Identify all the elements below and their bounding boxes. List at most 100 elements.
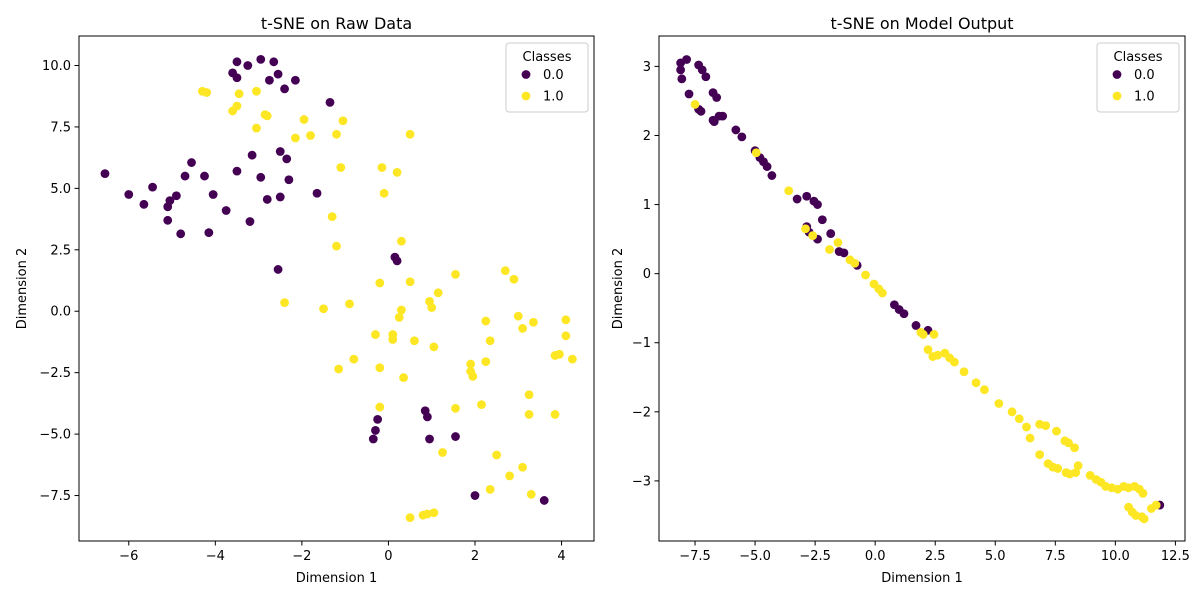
x-tick-label: 4 xyxy=(557,549,565,564)
data-point-class-1 xyxy=(524,410,534,419)
x-tick-label: −2.5 xyxy=(799,549,831,564)
data-point-class-0 xyxy=(245,217,255,226)
data-point-class-1 xyxy=(933,350,943,360)
data-point-class-1 xyxy=(500,266,510,276)
x-tick-label: −5.0 xyxy=(739,549,771,564)
data-point-class-0 xyxy=(312,188,322,198)
data-point-class-0 xyxy=(911,321,921,330)
data-point-class-1 xyxy=(228,106,238,116)
data-point-class-1 xyxy=(1138,488,1148,498)
chart-title: t-SNE on Raw Data xyxy=(261,14,412,33)
data-point-class-1 xyxy=(485,336,495,346)
data-point-class-0 xyxy=(422,412,432,422)
data-point-class-1 xyxy=(1139,514,1149,524)
legend-marker-class-1 xyxy=(1112,91,1122,101)
legend-entry-label: 1.0 xyxy=(1134,90,1155,105)
data-point-class-1 xyxy=(492,450,502,460)
data-point-class-1 xyxy=(959,367,969,377)
data-point-class-1 xyxy=(451,403,460,413)
data-point-class-1 xyxy=(306,131,315,140)
x-tick-label: 7.5 xyxy=(1045,549,1066,564)
data-point-class-1 xyxy=(513,311,523,321)
data-point-class-1 xyxy=(950,357,959,367)
data-point-class-1 xyxy=(485,484,495,494)
data-point-class-0 xyxy=(817,215,827,225)
data-point-class-1 xyxy=(567,354,577,364)
data-point-class-1 xyxy=(994,399,1004,408)
data-point-class-1 xyxy=(375,402,385,412)
data-point-class-1 xyxy=(336,163,346,172)
y-tick-label: 0 xyxy=(643,267,651,282)
axes-frame xyxy=(78,35,595,542)
x-tick-label: −2 xyxy=(292,549,311,564)
data-point-class-1 xyxy=(299,115,309,124)
data-point-class-0 xyxy=(826,229,836,238)
axes-frame xyxy=(658,35,1186,542)
y-axis-label: Dimension 2 xyxy=(611,248,626,330)
data-point-class-0 xyxy=(243,61,253,70)
legend-marker-class-0 xyxy=(521,70,531,79)
data-point-class-1 xyxy=(252,123,261,133)
y-tick-label: 5.0 xyxy=(50,182,71,197)
y-tick-label: −5.0 xyxy=(39,428,71,443)
data-point-class-1 xyxy=(375,278,385,288)
data-point-class-1 xyxy=(405,129,415,139)
x-tick-label: 5.0 xyxy=(985,549,1006,564)
data-point-class-0 xyxy=(232,73,242,83)
data-point-class-1 xyxy=(429,508,439,518)
x-tick-label: 0 xyxy=(384,549,392,564)
data-point-class-1 xyxy=(1070,443,1079,453)
x-tick-label: 12.5 xyxy=(1161,549,1190,564)
data-point-class-1 xyxy=(481,357,491,367)
y-tick-label: −3 xyxy=(632,474,651,489)
data-point-class-0 xyxy=(275,192,285,202)
data-point-class-1 xyxy=(252,86,261,96)
data-point-class-1 xyxy=(371,330,380,339)
data-point-class-1 xyxy=(554,349,564,359)
data-point-class-0 xyxy=(676,65,686,75)
data-point-class-1 xyxy=(280,298,289,308)
data-point-class-1 xyxy=(379,188,389,198)
data-point-class-1 xyxy=(923,345,933,355)
y-tick-label: −2 xyxy=(632,405,651,420)
y-tick-label: 2 xyxy=(643,129,651,144)
scatter-points xyxy=(676,55,1165,524)
data-point-class-1 xyxy=(877,288,887,298)
data-point-class-1 xyxy=(529,317,538,327)
data-point-class-1 xyxy=(399,373,408,382)
data-point-class-1 xyxy=(332,129,341,139)
data-point-class-1 xyxy=(518,462,527,472)
x-tick-label: −7.5 xyxy=(679,549,711,564)
data-point-class-1 xyxy=(377,163,387,172)
data-point-class-0 xyxy=(273,265,283,274)
legend-entry-label: 0.0 xyxy=(1134,68,1155,83)
data-point-class-0 xyxy=(813,200,822,209)
data-point-class-1 xyxy=(410,336,419,346)
data-point-class-0 xyxy=(221,206,231,215)
data-point-class-1 xyxy=(332,241,341,251)
data-point-class-1 xyxy=(466,359,476,369)
data-point-class-0 xyxy=(232,57,242,67)
data-point-class-1 xyxy=(349,354,359,364)
x-tick-label: −6 xyxy=(119,549,138,564)
data-point-class-1 xyxy=(550,410,560,419)
y-tick-label: −1 xyxy=(632,336,651,351)
data-point-class-0 xyxy=(682,55,692,64)
data-point-class-0 xyxy=(737,132,747,142)
data-point-class-1 xyxy=(388,335,398,344)
data-point-class-0 xyxy=(180,171,190,181)
data-point-class-0 xyxy=(899,309,909,319)
data-point-class-1 xyxy=(468,371,478,381)
series-class-1 xyxy=(197,86,577,523)
data-point-class-0 xyxy=(701,72,711,82)
series-class-0 xyxy=(676,55,1165,510)
y-tick-label: −2.5 xyxy=(39,366,71,381)
data-point-class-0 xyxy=(208,190,218,199)
data-point-class-1 xyxy=(971,378,981,388)
x-tick-label: 2 xyxy=(471,549,479,564)
data-point-class-1 xyxy=(929,330,939,339)
y-tick-label: 2.5 xyxy=(50,243,71,258)
data-point-class-0 xyxy=(290,75,300,85)
data-point-class-0 xyxy=(392,256,402,266)
data-point-class-1 xyxy=(1052,426,1061,436)
